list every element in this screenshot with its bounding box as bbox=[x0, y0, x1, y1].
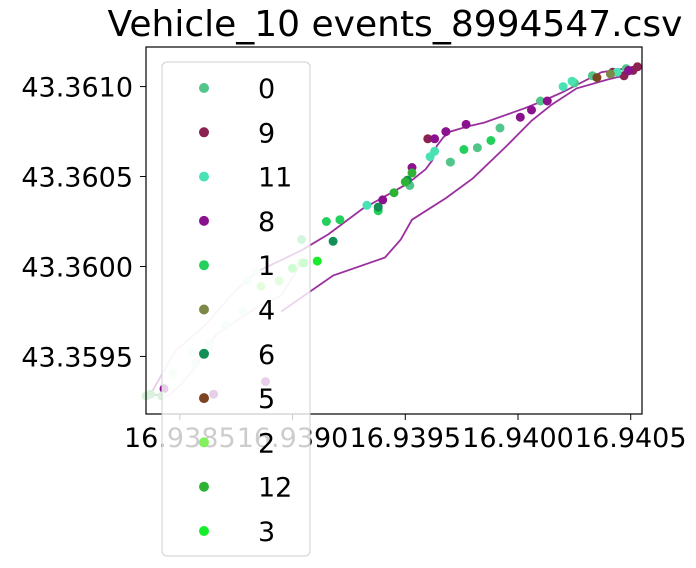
plot-frame bbox=[145, 46, 643, 415]
point-series-8-7 bbox=[378, 195, 388, 205]
legend-label-2: 2 bbox=[258, 428, 275, 459]
point-series-6-2 bbox=[373, 202, 383, 212]
legend-label-5: 5 bbox=[258, 384, 275, 415]
legend-label-6: 6 bbox=[258, 340, 275, 371]
legend-marker-5 bbox=[199, 393, 209, 404]
point-series-12-0 bbox=[400, 177, 410, 187]
legend-marker-11 bbox=[199, 171, 209, 182]
point-series-0-1 bbox=[472, 143, 482, 153]
legend-box bbox=[161, 61, 311, 557]
legend-marker-9 bbox=[199, 127, 209, 138]
x-tick-label-2: 16.9395 bbox=[349, 423, 461, 454]
point-series-4-0 bbox=[605, 69, 615, 79]
point-series-11-4 bbox=[362, 200, 372, 210]
point-series-12-2 bbox=[389, 188, 399, 198]
legend-marker-6 bbox=[199, 348, 209, 359]
point-series-8-5 bbox=[430, 134, 440, 144]
point-series-8-1 bbox=[542, 96, 552, 106]
point-series-12-1 bbox=[407, 168, 417, 178]
y-tick-label-2: 43.3605 bbox=[21, 163, 133, 194]
legend-label-12: 12 bbox=[258, 473, 292, 504]
legend-marker-2 bbox=[199, 437, 209, 448]
legend-label-0: 0 bbox=[258, 74, 275, 105]
point-series-9-3 bbox=[633, 62, 642, 72]
legend-marker-4 bbox=[199, 304, 209, 315]
point-series-5-0 bbox=[592, 73, 602, 83]
y-tick-label-0: 43.3595 bbox=[21, 342, 133, 373]
point-series-1-0 bbox=[486, 136, 496, 145]
y-tick-label-1: 43.3600 bbox=[21, 252, 133, 283]
point-series-8-4 bbox=[441, 127, 451, 137]
point-series-9-4 bbox=[423, 134, 433, 144]
legend-label-1: 1 bbox=[258, 251, 275, 282]
legend-marker-8 bbox=[199, 215, 209, 226]
x-tick-label-3: 16.9400 bbox=[462, 423, 574, 454]
path-line-0 bbox=[280, 73, 631, 313]
legend-label-8: 8 bbox=[258, 207, 275, 238]
legend-marker-12 bbox=[199, 481, 209, 492]
legend-label-11: 11 bbox=[258, 163, 292, 194]
point-series-3-1 bbox=[312, 256, 322, 266]
point-series-0-0 bbox=[445, 157, 455, 167]
point-series-1-1 bbox=[459, 145, 469, 154]
legend-marker-3 bbox=[199, 526, 209, 536]
point-series-11-3 bbox=[425, 152, 435, 162]
legend-label-4: 4 bbox=[258, 296, 275, 327]
point-series-8-2 bbox=[527, 105, 536, 115]
point-series-11-5 bbox=[612, 67, 622, 77]
point-series-11-1 bbox=[567, 76, 577, 86]
legend-label-9: 9 bbox=[258, 118, 275, 149]
point-series-11-0 bbox=[558, 82, 568, 92]
legend-marker-0 bbox=[199, 83, 209, 93]
point-series-8-11 bbox=[624, 65, 633, 75]
x-tick-label-4: 16.9405 bbox=[575, 423, 687, 454]
y-tick-label-3: 43.3610 bbox=[21, 73, 133, 104]
point-series-8-0 bbox=[515, 112, 525, 122]
point-series-1-3 bbox=[335, 215, 345, 225]
point-series-1-4 bbox=[321, 217, 331, 226]
point-series-8-3 bbox=[461, 119, 471, 129]
y-axis: 43.3595 43.3600 43.3605 43.3610 bbox=[21, 73, 146, 373]
legend-marker-1 bbox=[199, 260, 209, 271]
point-series-6-1 bbox=[328, 236, 338, 246]
legend: 0 9 11 8 1 4 6 5 2 12 3 bbox=[161, 61, 311, 557]
legend-label-3: 3 bbox=[258, 517, 275, 548]
point-series-0-3 bbox=[536, 96, 545, 106]
point-series-0-2 bbox=[495, 123, 505, 133]
chart-title: Vehicle_10 events_8994547.csv bbox=[108, 4, 683, 45]
